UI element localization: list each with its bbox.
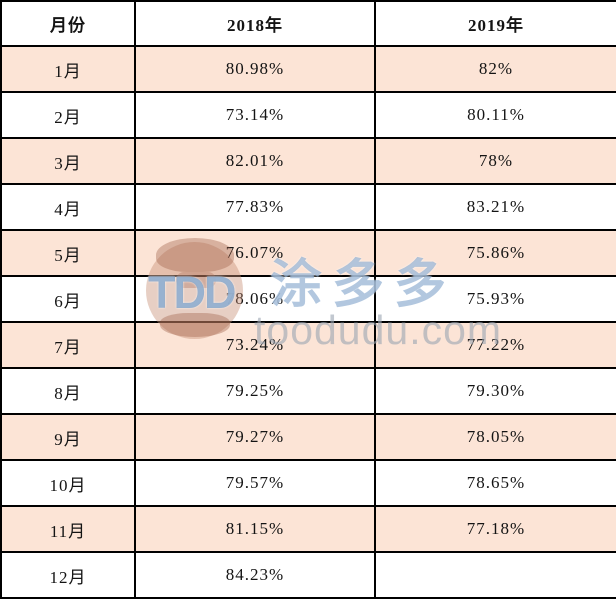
value-2018-cell: 76.07% xyxy=(134,229,376,277)
value-2019-cell: 77.18% xyxy=(374,505,616,553)
table-row: 2月 73.14% 80.11% xyxy=(0,91,616,139)
table-row: 4月 77.83% 83.21% xyxy=(0,183,616,231)
value-2019-cell: 75.93% xyxy=(374,275,616,323)
header-month: 月份 xyxy=(0,0,136,47)
month-cell: 7月 xyxy=(0,321,136,369)
value-2018-cell: 79.57% xyxy=(134,459,376,507)
table-row: 3月 82.01% 78% xyxy=(0,137,616,185)
header-2018: 2018年 xyxy=(134,0,376,47)
table-row: 12月 84.23% xyxy=(0,551,616,599)
value-2019-cell: 78.05% xyxy=(374,413,616,461)
value-2019-cell: 80.11% xyxy=(374,91,616,139)
value-2018-cell: 79.25% xyxy=(134,367,376,415)
value-2018-cell: 78.06% xyxy=(134,275,376,323)
table-header-row: 月份 2018年 2019年 xyxy=(0,0,616,47)
month-cell: 6月 xyxy=(0,275,136,323)
value-2018-cell: 84.23% xyxy=(134,551,376,599)
table-row: 7月 73.24% 77.22% xyxy=(0,321,616,369)
value-2018-cell: 79.27% xyxy=(134,413,376,461)
month-cell: 1月 xyxy=(0,45,136,93)
value-2019-cell: 78.65% xyxy=(374,459,616,507)
value-2018-cell: 80.98% xyxy=(134,45,376,93)
month-cell: 10月 xyxy=(0,459,136,507)
value-2019-cell: 75.86% xyxy=(374,229,616,277)
month-cell: 2月 xyxy=(0,91,136,139)
value-2018-cell: 73.14% xyxy=(134,91,376,139)
header-2019: 2019年 xyxy=(374,0,616,47)
table-row: 6月 78.06% 75.93% xyxy=(0,275,616,323)
value-2018-cell: 77.83% xyxy=(134,183,376,231)
month-cell: 4月 xyxy=(0,183,136,231)
month-cell: 8月 xyxy=(0,367,136,415)
value-2019-cell: 78% xyxy=(374,137,616,185)
table-row: 11月 81.15% 77.18% xyxy=(0,505,616,553)
month-cell: 9月 xyxy=(0,413,136,461)
month-cell: 12月 xyxy=(0,551,136,599)
table-row: 8月 79.25% 79.30% xyxy=(0,367,616,415)
value-2019-cell xyxy=(374,551,616,599)
value-2019-cell: 82% xyxy=(374,45,616,93)
month-cell: 3月 xyxy=(0,137,136,185)
value-2019-cell: 79.30% xyxy=(374,367,616,415)
value-2019-cell: 83.21% xyxy=(374,183,616,231)
month-cell: 5月 xyxy=(0,229,136,277)
value-2019-cell: 77.22% xyxy=(374,321,616,369)
table-row: 10月 79.57% 78.65% xyxy=(0,459,616,507)
value-2018-cell: 81.15% xyxy=(134,505,376,553)
value-2018-cell: 82.01% xyxy=(134,137,376,185)
table-row: 9月 79.27% 78.05% xyxy=(0,413,616,461)
table-row: 5月 76.07% 75.86% xyxy=(0,229,616,277)
table-row: 1月 80.98% 82% xyxy=(0,45,616,93)
month-cell: 11月 xyxy=(0,505,136,553)
value-2018-cell: 73.24% xyxy=(134,321,376,369)
